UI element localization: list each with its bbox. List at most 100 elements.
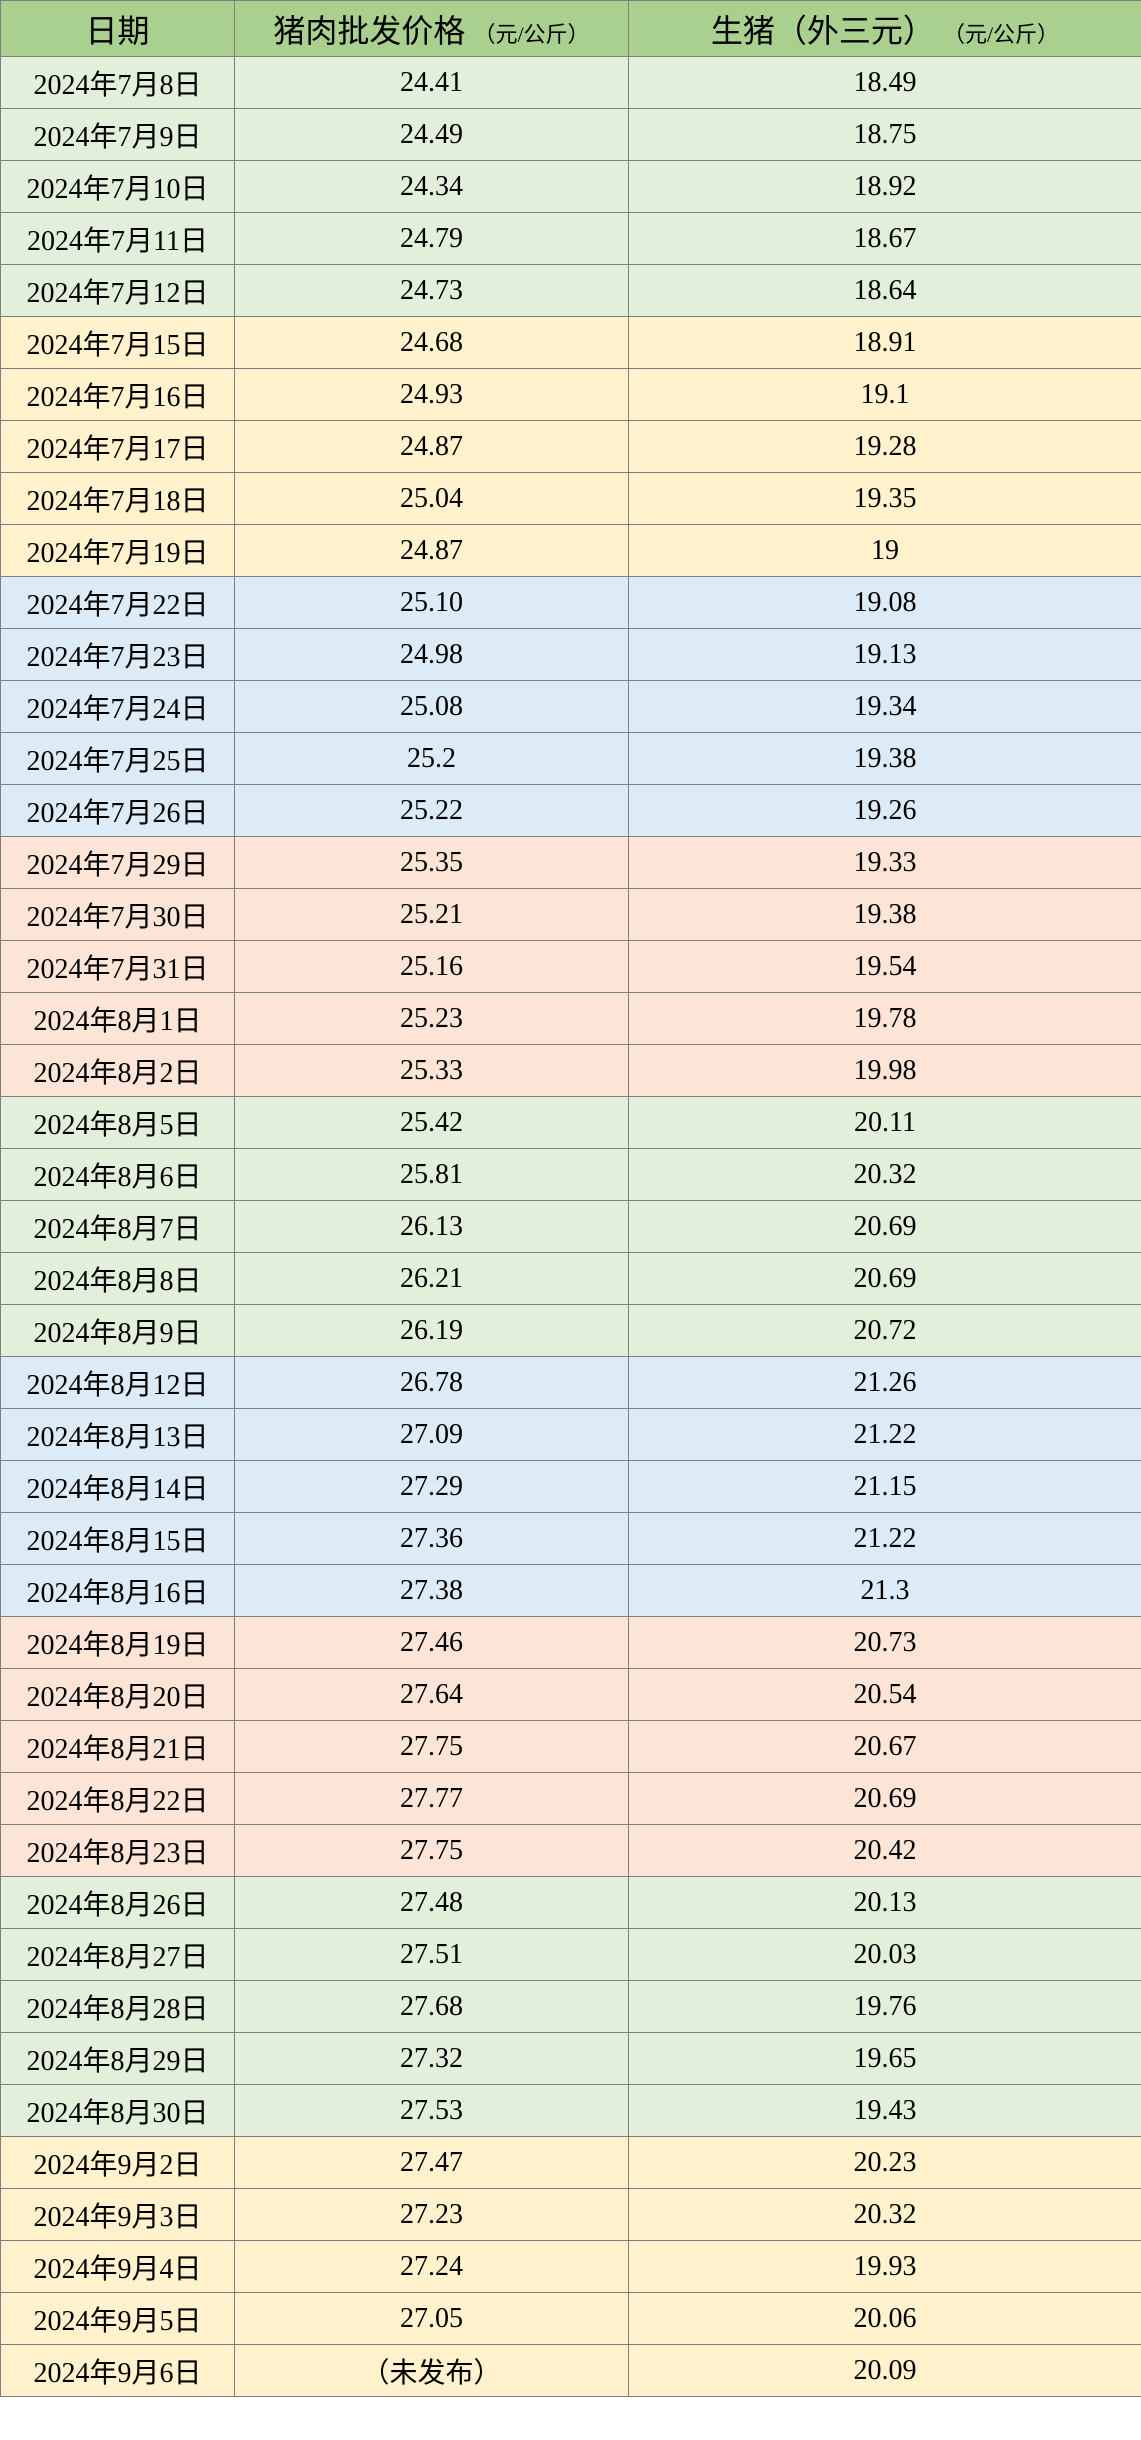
table-row: 2024年8月27日27.5120.03 [1, 1929, 1141, 1981]
cell-live: 19.38 [629, 733, 1141, 785]
cell-date: 2024年8月16日 [1, 1565, 235, 1617]
cell-date: 2024年8月9日 [1, 1305, 235, 1357]
cell-live: 20.67 [629, 1721, 1141, 1773]
cell-date: 2024年7月26日 [1, 785, 235, 837]
cell-wholesale: 27.46 [235, 1617, 629, 1669]
cell-date: 2024年9月6日 [1, 2345, 235, 2397]
cell-live: 20.11 [629, 1097, 1141, 1149]
cell-date: 2024年8月22日 [1, 1773, 235, 1825]
cell-live: 20.42 [629, 1825, 1141, 1877]
cell-wholesale: 25.42 [235, 1097, 629, 1149]
cell-live: 20.09 [629, 2345, 1141, 2397]
cell-live: 19.76 [629, 1981, 1141, 2033]
table-row: 2024年7月24日25.0819.34 [1, 681, 1141, 733]
table-row: 2024年9月2日27.4720.23 [1, 2137, 1141, 2189]
cell-live: 20.69 [629, 1773, 1141, 1825]
cell-wholesale: 27.36 [235, 1513, 629, 1565]
cell-date: 2024年8月26日 [1, 1877, 235, 1929]
cell-date: 2024年8月8日 [1, 1253, 235, 1305]
cell-wholesale: 25.16 [235, 941, 629, 993]
cell-wholesale: 26.21 [235, 1253, 629, 1305]
table-row: 2024年8月30日27.5319.43 [1, 2085, 1141, 2137]
cell-wholesale: 27.09 [235, 1409, 629, 1461]
cell-date: 2024年8月12日 [1, 1357, 235, 1409]
cell-live: 19.34 [629, 681, 1141, 733]
cell-live: 20.32 [629, 2189, 1141, 2241]
cell-live: 19.13 [629, 629, 1141, 681]
table-row: 2024年9月3日27.2320.32 [1, 2189, 1141, 2241]
cell-live: 21.26 [629, 1357, 1141, 1409]
table-row: 2024年7月10日24.3418.92 [1, 161, 1141, 213]
table-row: 2024年8月28日27.6819.76 [1, 1981, 1141, 2033]
cell-wholesale: 24.93 [235, 369, 629, 421]
cell-live: 19.78 [629, 993, 1141, 1045]
cell-live: 19.28 [629, 421, 1141, 473]
cell-date: 2024年7月9日 [1, 109, 235, 161]
cell-wholesale: 26.13 [235, 1201, 629, 1253]
cell-wholesale: 27.75 [235, 1721, 629, 1773]
cell-date: 2024年8月29日 [1, 2033, 235, 2085]
cell-live: 19.65 [629, 2033, 1141, 2085]
cell-date: 2024年7月23日 [1, 629, 235, 681]
table-row: 2024年7月17日24.8719.28 [1, 421, 1141, 473]
table-row: 2024年8月7日26.1320.69 [1, 1201, 1141, 1253]
cell-wholesale: 25.35 [235, 837, 629, 889]
table-row: 2024年8月20日27.6420.54 [1, 1669, 1141, 1721]
cell-wholesale: 25.21 [235, 889, 629, 941]
table-row: 2024年8月23日27.7520.42 [1, 1825, 1141, 1877]
cell-live: 19.38 [629, 889, 1141, 941]
cell-live: 19.08 [629, 577, 1141, 629]
cell-wholesale: 27.23 [235, 2189, 629, 2241]
cell-date: 2024年8月5日 [1, 1097, 235, 1149]
cell-wholesale: 27.47 [235, 2137, 629, 2189]
cell-wholesale: 27.64 [235, 1669, 629, 1721]
cell-wholesale: 26.19 [235, 1305, 629, 1357]
cell-date: 2024年9月5日 [1, 2293, 235, 2345]
table-row: 2024年8月19日27.4620.73 [1, 1617, 1141, 1669]
cell-date: 2024年8月1日 [1, 993, 235, 1045]
cell-date: 2024年8月15日 [1, 1513, 235, 1565]
table-row: 2024年8月1日25.2319.78 [1, 993, 1141, 1045]
col-header-wholesale: 猪肉批发价格 （元/公斤） [235, 1, 629, 57]
cell-live: 19.54 [629, 941, 1141, 993]
table-row: 2024年9月6日（未发布）20.09 [1, 2345, 1141, 2397]
cell-wholesale: 24.49 [235, 109, 629, 161]
cell-wholesale: 27.32 [235, 2033, 629, 2085]
table-row: 2024年7月23日24.9819.13 [1, 629, 1141, 681]
cell-wholesale: 27.75 [235, 1825, 629, 1877]
table-header-row: 日期 猪肉批发价格 （元/公斤） 生猪（外三元） （元/公斤） [1, 1, 1141, 57]
cell-date: 2024年8月23日 [1, 1825, 235, 1877]
table-row: 2024年7月22日25.1019.08 [1, 577, 1141, 629]
cell-live: 20.13 [629, 1877, 1141, 1929]
table-row: 2024年8月13日27.0921.22 [1, 1409, 1141, 1461]
cell-live: 18.75 [629, 109, 1141, 161]
col-header-wholesale-unit: （元/公斤） [473, 22, 589, 47]
cell-wholesale: 24.87 [235, 421, 629, 473]
cell-wholesale: 25.23 [235, 993, 629, 1045]
table-row: 2024年8月15日27.3621.22 [1, 1513, 1141, 1565]
cell-date: 2024年7月10日 [1, 161, 235, 213]
table-row: 2024年7月12日24.7318.64 [1, 265, 1141, 317]
price-table: 日期 猪肉批发价格 （元/公斤） 生猪（外三元） （元/公斤） 2024年7月8… [0, 0, 1141, 2397]
table-row: 2024年8月14日27.2921.15 [1, 1461, 1141, 1513]
cell-live: 19.35 [629, 473, 1141, 525]
cell-live: 19.26 [629, 785, 1141, 837]
table-row: 2024年7月16日24.9319.1 [1, 369, 1141, 421]
cell-wholesale: 27.53 [235, 2085, 629, 2137]
cell-live: 19.93 [629, 2241, 1141, 2293]
cell-date: 2024年7月12日 [1, 265, 235, 317]
cell-live: 18.91 [629, 317, 1141, 369]
col-header-live-unit: （元/公斤） [943, 22, 1059, 47]
table-row: 2024年9月5日27.0520.06 [1, 2293, 1141, 2345]
cell-live: 19.98 [629, 1045, 1141, 1097]
cell-wholesale: 24.98 [235, 629, 629, 681]
cell-live: 18.64 [629, 265, 1141, 317]
cell-date: 2024年8月30日 [1, 2085, 235, 2137]
cell-wholesale: 24.34 [235, 161, 629, 213]
table-row: 2024年7月31日25.1619.54 [1, 941, 1141, 993]
table-row: 2024年8月6日25.8120.32 [1, 1149, 1141, 1201]
cell-wholesale: 25.10 [235, 577, 629, 629]
cell-date: 2024年7月11日 [1, 213, 235, 265]
cell-live: 20.69 [629, 1201, 1141, 1253]
cell-date: 2024年8月14日 [1, 1461, 235, 1513]
